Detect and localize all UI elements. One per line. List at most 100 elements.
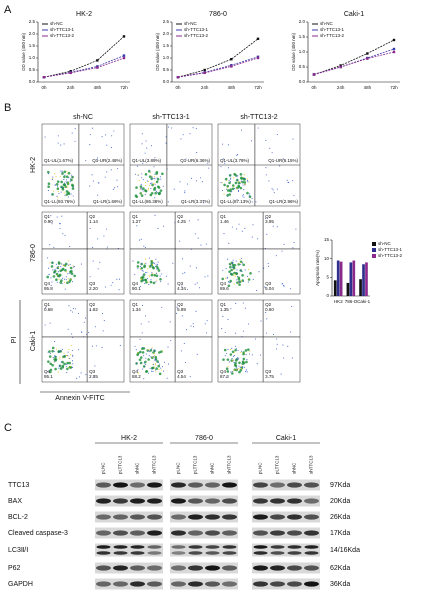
event-dot <box>159 363 161 365</box>
event-dot <box>51 261 54 263</box>
event-dot <box>163 361 166 363</box>
event-dot <box>231 226 233 228</box>
event-dot <box>235 303 237 305</box>
column-header: sh-TTC13-1 <box>152 114 189 121</box>
protein-label: GAPDH <box>8 581 33 588</box>
event-dot <box>256 363 258 365</box>
event-dot <box>141 189 143 191</box>
event-dot <box>203 202 205 204</box>
size-label: 97Kda <box>330 482 350 489</box>
event-dot <box>47 360 50 363</box>
band <box>270 565 285 571</box>
event-dot <box>241 274 244 277</box>
band <box>304 530 319 536</box>
event-dot <box>189 265 191 267</box>
event-dot <box>69 266 73 270</box>
event-dot <box>152 281 156 285</box>
legend-label: sh-TTC13-2 <box>378 253 403 258</box>
event-dot <box>283 243 285 246</box>
event-dot <box>61 215 63 217</box>
band <box>253 581 268 587</box>
event-dot <box>153 166 155 168</box>
event-dot <box>148 184 150 186</box>
event-dot <box>225 277 227 279</box>
band <box>130 498 145 504</box>
event-dot <box>142 347 146 350</box>
blot-strip <box>95 562 163 574</box>
event-dot <box>265 174 267 176</box>
band <box>96 514 111 520</box>
event-dot <box>160 367 162 369</box>
event-dot <box>190 177 193 179</box>
event-dot <box>84 317 87 319</box>
band <box>171 545 186 549</box>
event-dot <box>71 311 73 313</box>
event-dot <box>143 265 146 269</box>
event-dot <box>147 268 149 270</box>
event-dot <box>71 281 74 283</box>
event-dot <box>152 366 155 370</box>
event-dot <box>208 167 210 169</box>
line <box>43 36 125 78</box>
quadrant-label: 1.27 <box>132 219 141 224</box>
event-dot <box>78 376 81 378</box>
blot-strip <box>170 543 238 557</box>
blot-strip <box>95 495 163 507</box>
event-dot <box>64 174 66 176</box>
event-dot <box>155 367 158 370</box>
event-dot <box>234 345 236 347</box>
band <box>96 498 111 504</box>
quadrant-label: Q1 <box>220 302 227 307</box>
event-dot <box>192 127 194 129</box>
band <box>287 482 302 488</box>
quadrant-label: 1.82 <box>89 307 98 312</box>
event-dot <box>141 177 143 179</box>
event-dot <box>63 352 65 354</box>
event-dot <box>233 283 235 285</box>
event-dot <box>194 283 196 285</box>
event-dot <box>63 281 65 283</box>
event-dot <box>189 133 191 135</box>
event-dot <box>244 178 246 180</box>
event-dot <box>167 126 169 128</box>
event-dot <box>59 281 63 284</box>
event-dot <box>249 272 252 275</box>
event-dot <box>275 255 277 257</box>
event-dot <box>150 191 154 195</box>
event-dot <box>142 190 144 192</box>
event-dot <box>72 195 74 197</box>
band <box>287 565 302 571</box>
event-dot <box>229 175 231 177</box>
event-dot <box>117 168 119 170</box>
band <box>205 530 220 536</box>
event-dot <box>141 143 143 145</box>
event-dot <box>48 350 51 353</box>
event-dot <box>248 195 250 197</box>
lane-label: shNC <box>292 462 297 474</box>
event-dot <box>235 347 237 349</box>
event-dot <box>114 187 116 189</box>
event-dot <box>238 262 240 264</box>
event-dot <box>229 264 231 266</box>
event-dot <box>196 152 198 154</box>
event-dot <box>157 185 160 189</box>
protein-label: LC3Ⅱ/Ⅰ <box>8 547 28 554</box>
event-dot <box>239 258 241 260</box>
event-dot <box>232 267 235 269</box>
band <box>287 581 302 587</box>
band <box>253 498 268 504</box>
event-dot <box>58 351 60 353</box>
event-dot <box>46 275 50 279</box>
event-dot <box>181 258 184 260</box>
quadrant-label: Q2 <box>177 302 184 307</box>
event-dot <box>242 184 244 186</box>
event-dot <box>247 323 249 325</box>
event-dot <box>52 269 54 271</box>
event-dot <box>144 152 146 154</box>
event-dot <box>70 344 72 347</box>
event-dot <box>234 369 236 371</box>
lane-label: shTTC13 <box>309 455 314 474</box>
event-dot <box>273 333 275 336</box>
event-dot <box>104 286 107 288</box>
event-dot <box>242 330 245 332</box>
